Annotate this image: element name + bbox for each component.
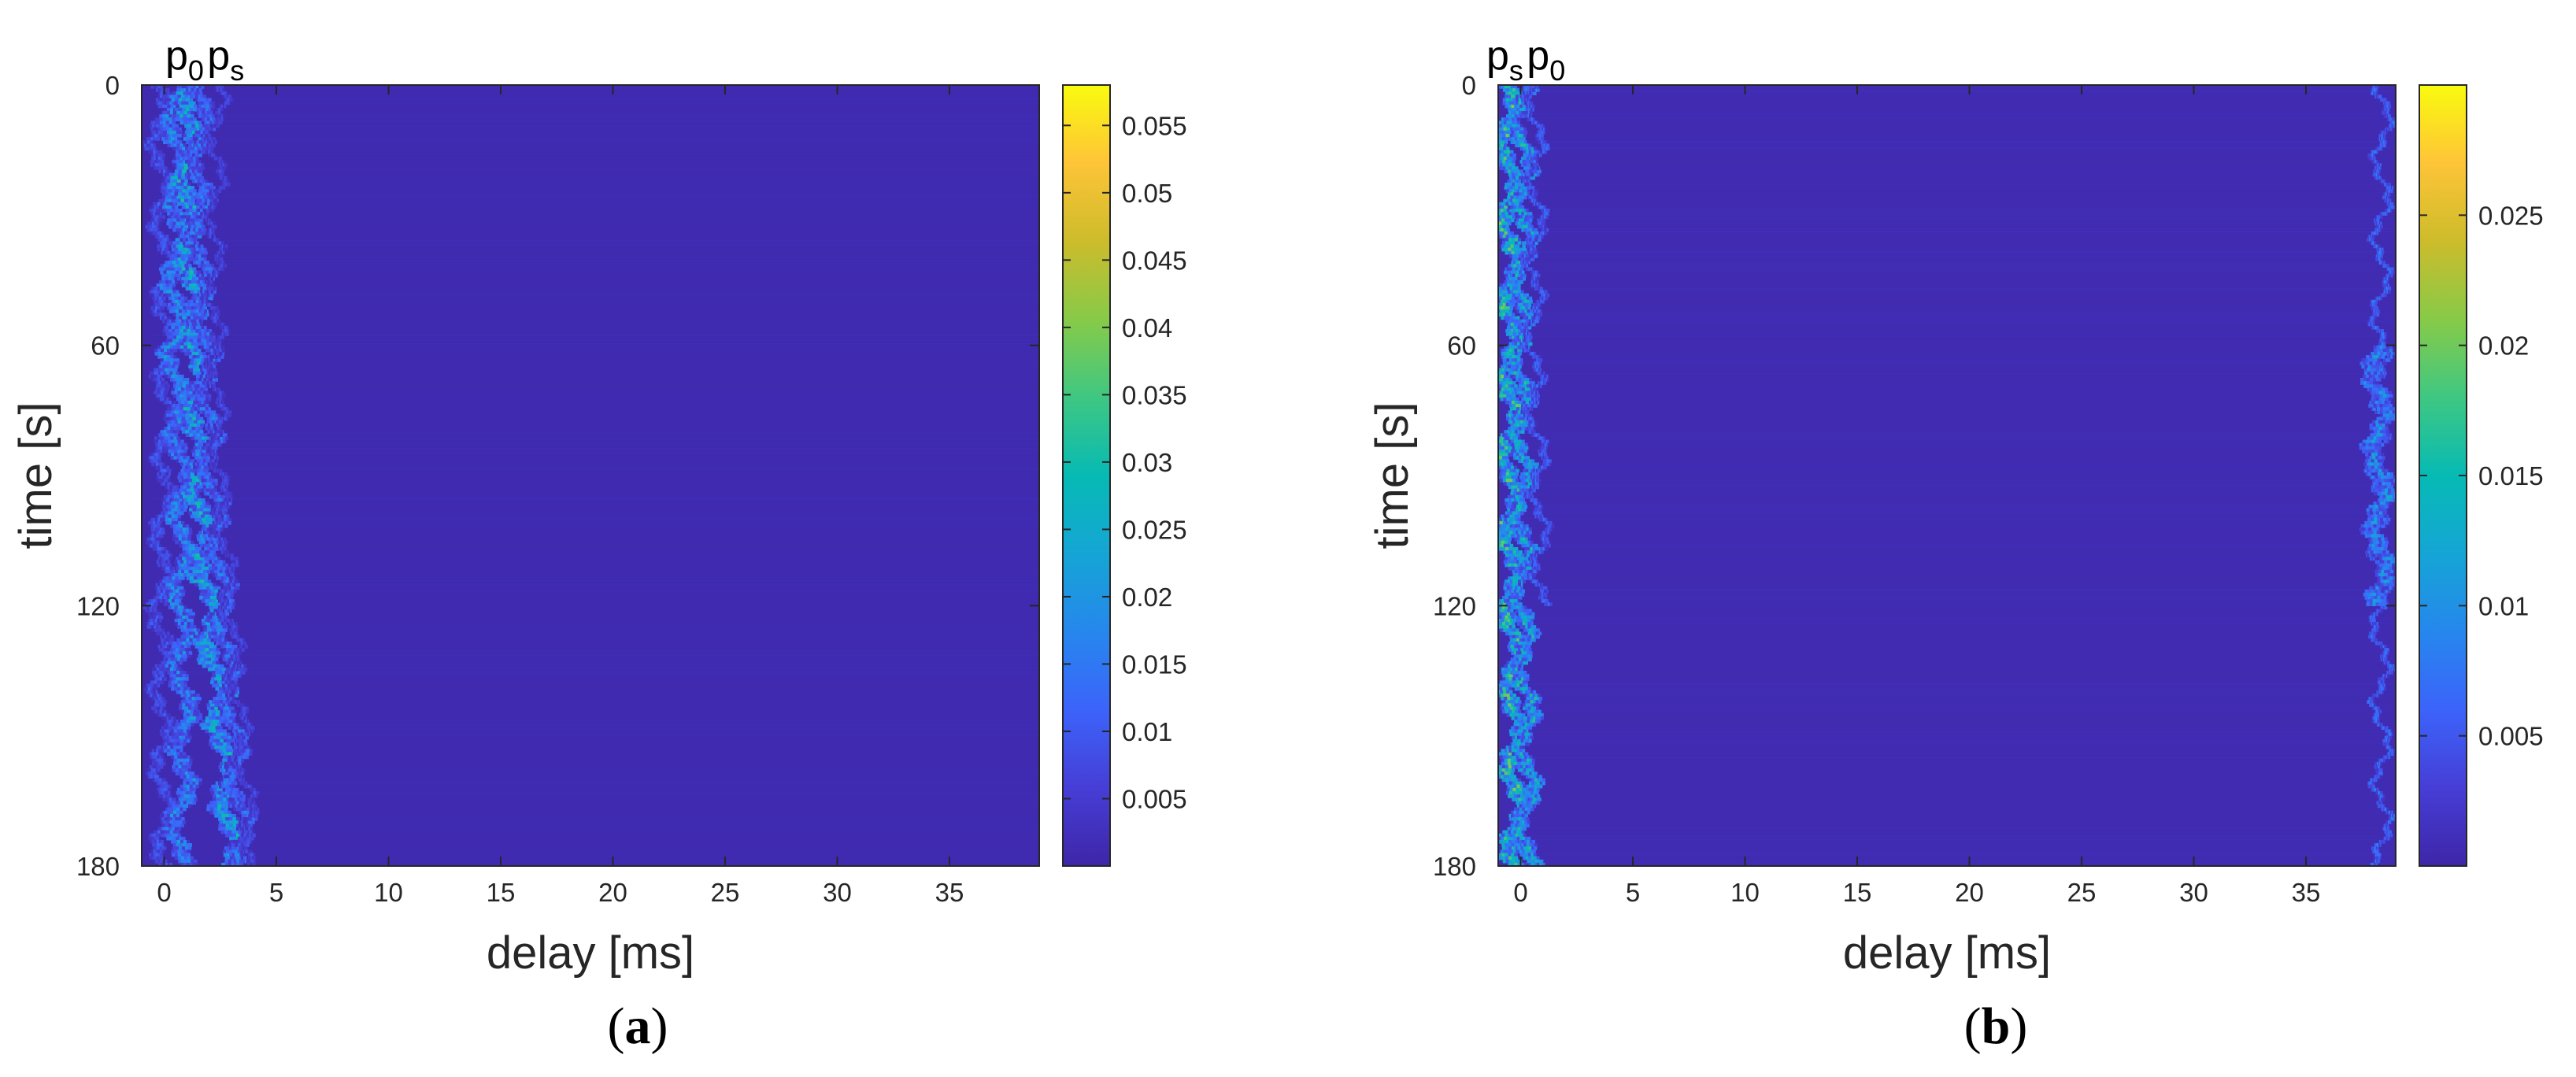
x-tick-label: 25 [711, 878, 740, 907]
x-axis-label: delay [ms] [1843, 927, 2051, 979]
y-tick-label: 180 [76, 852, 120, 881]
x-tick-label: 30 [823, 878, 852, 907]
x-tick-label: 10 [374, 878, 403, 907]
heatmap-traces [1498, 85, 2396, 866]
x-tick-label: 35 [2292, 878, 2321, 907]
colorbar-tick-label: 0.04 [1122, 313, 1172, 342]
trace-4 [199, 85, 260, 866]
colorbar-tick-label: 0.015 [2478, 461, 2544, 490]
colorbar-tick-label: 0.045 [1122, 246, 1187, 275]
colorbar-tick-label: 0.025 [2478, 201, 2544, 230]
x-tick-label: 15 [487, 878, 516, 907]
colorbar-tick-label: 0.005 [2478, 722, 2544, 751]
trace-4 [2359, 345, 2396, 606]
y-tick-label: 120 [76, 591, 120, 620]
plot-frame [141, 84, 1040, 867]
colorbar-tick-label: 0.035 [1122, 380, 1187, 409]
panel-title: p0 ps [165, 33, 248, 87]
panel-title: ps p0 [1486, 33, 1569, 87]
x-axis-label: delay [ms] [487, 927, 694, 979]
panel-caption: (b) [1964, 997, 2028, 1055]
y-axis-label: time [s] [1367, 402, 1418, 550]
x-tick-label: 5 [1626, 878, 1640, 907]
colorbar-tick-label: 0.01 [1122, 717, 1172, 746]
colorbar-tick-label: 0.005 [1122, 784, 1187, 813]
y-tick-label: 120 [1433, 591, 1476, 620]
colorbar-tick-label: 0.055 [1122, 111, 1187, 140]
panel-a: 0 5 10 15 20 25 30 35 0 60 120 180 delay [ms] time [s… [10, 33, 1187, 1055]
y-axis-label: time [s] [10, 402, 61, 550]
x-tick-label: 20 [598, 878, 627, 907]
x-tick-label: 15 [1843, 878, 1872, 907]
x-tick-label: 35 [935, 878, 964, 907]
colorbar-tick-label: 0.02 [2478, 331, 2529, 361]
y-tick-label: 60 [1447, 331, 1476, 361]
x-tick-label: 30 [2179, 878, 2208, 907]
heatmap-streaks [1509, 86, 2396, 865]
colorbar-tick-label: 0.05 [1122, 179, 1172, 208]
x-tick-label: 0 [157, 878, 171, 907]
colorbar-tick-label: 0.02 [1122, 583, 1172, 612]
panel-caption: (a) [608, 997, 668, 1055]
y-tick-label: 180 [1433, 852, 1476, 881]
colorbar-tick-label: 0.015 [1122, 650, 1187, 679]
colorbar [1062, 84, 1111, 867]
heatmap-background [142, 85, 1039, 866]
y-tick-label: 0 [105, 71, 120, 100]
plot-frame [1497, 84, 2396, 867]
panel-b: 0 5 10 15 20 25 30 35 0 60 120 180 delay [ms] time [s… [1367, 33, 2544, 1055]
x-tick-label: 0 [1513, 878, 1527, 907]
colorbar-tick-label: 0.01 [2478, 591, 2529, 620]
x-tick-label: 5 [269, 878, 283, 907]
heatmap-traces [142, 85, 260, 866]
trace-2 [1519, 85, 1555, 606]
colorbar-tick-label: 0.03 [1122, 448, 1172, 477]
x-tick-label: 20 [1955, 878, 1984, 907]
x-tick-label: 25 [2067, 878, 2097, 907]
x-tick-label: 10 [1730, 878, 1760, 907]
heatmap-streaks [153, 96, 1039, 865]
y-tick-label: 0 [1462, 71, 1476, 100]
colorbar-tick-label: 0.025 [1122, 515, 1187, 544]
y-tick-label: 60 [91, 331, 120, 361]
heatmap-background [1498, 85, 2396, 866]
